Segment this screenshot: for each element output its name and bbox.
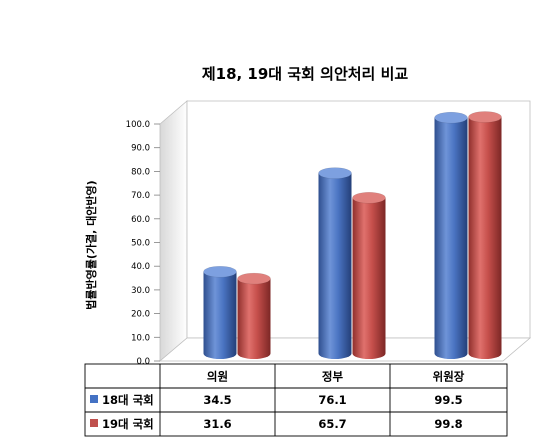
- y-tick-label: 20.0: [131, 310, 150, 320]
- category-label: 위원장: [433, 370, 465, 384]
- chart-title: 제18, 19대 국회 의안처리 비교: [202, 65, 409, 83]
- y-tick-label: 90.0: [131, 144, 150, 154]
- y-tick-label: 40.0: [131, 262, 150, 272]
- table-cell: 99.5: [434, 393, 462, 407]
- y-tick-label: 10.0: [131, 333, 150, 343]
- y-tick-label: 80.0: [131, 167, 150, 177]
- legend-key-18: [90, 395, 98, 403]
- series-name: 19대 국회: [102, 417, 154, 431]
- y-axis-label: 법률반영률(가결, 대안반영): [84, 180, 98, 309]
- series-name: 18대 국회: [102, 393, 154, 407]
- y-tick-label: 50.0: [131, 239, 150, 249]
- table-cell: 34.5: [203, 393, 231, 407]
- side-wall: [159, 100, 188, 362]
- bars: [203, 111, 502, 359]
- y-tick-label: 100.0: [126, 120, 150, 130]
- data-table: 의원 정부 위원장 18대 국회 19대 국회 34.5 76.1 99.5 3…: [84, 363, 508, 437]
- bar: [203, 265, 237, 359]
- y-tick-label: 0.0: [136, 357, 150, 367]
- table-cell: 65.7: [318, 417, 346, 431]
- table-cell: 76.1: [318, 393, 346, 407]
- y-axis: 0.0 10.0 20.0 30.0 40.0 50.0 60.0 70.0 80.0 90.0 1…: [126, 120, 150, 367]
- y-tick-label: 30.0: [131, 286, 150, 296]
- table-cell: 99.8: [434, 417, 462, 431]
- category-label: 정부: [322, 370, 344, 384]
- bar: [352, 192, 386, 359]
- y-tick-label: 70.0: [131, 191, 150, 201]
- axis-tick-marks: [154, 123, 160, 362]
- bar: [318, 167, 352, 359]
- y-tick-label: 60.0: [131, 215, 150, 225]
- bar: [434, 111, 468, 359]
- legend-key-19: [90, 419, 98, 427]
- table-cell: 31.6: [203, 417, 231, 431]
- category-label: 의원: [207, 370, 228, 384]
- bar: [237, 272, 271, 359]
- bar: [468, 111, 502, 359]
